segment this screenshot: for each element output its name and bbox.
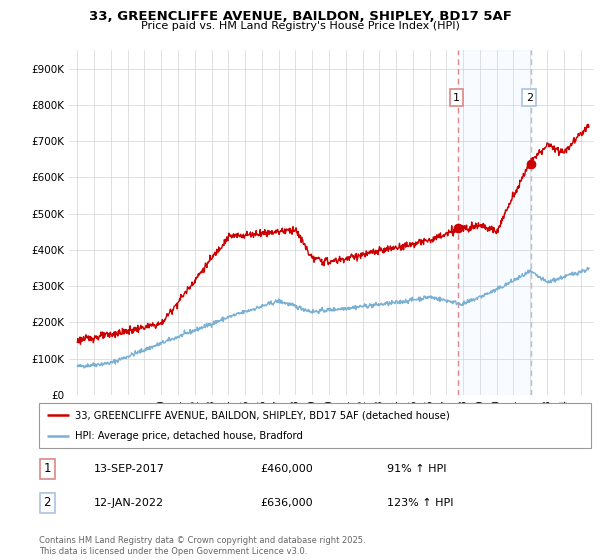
- Text: 33, GREENCLIFFE AVENUE, BAILDON, SHIPLEY, BD17 5AF (detached house): 33, GREENCLIFFE AVENUE, BAILDON, SHIPLEY…: [75, 410, 449, 421]
- Text: 12-JAN-2022: 12-JAN-2022: [94, 498, 164, 508]
- Text: £460,000: £460,000: [260, 464, 313, 474]
- Text: 2: 2: [526, 92, 533, 102]
- Text: 13-SEP-2017: 13-SEP-2017: [94, 464, 165, 474]
- Text: 1: 1: [453, 92, 460, 102]
- Text: 1: 1: [44, 462, 51, 475]
- Text: 91% ↑ HPI: 91% ↑ HPI: [387, 464, 446, 474]
- Text: 33, GREENCLIFFE AVENUE, BAILDON, SHIPLEY, BD17 5AF: 33, GREENCLIFFE AVENUE, BAILDON, SHIPLEY…: [89, 10, 511, 22]
- Text: Contains HM Land Registry data © Crown copyright and database right 2025.
This d: Contains HM Land Registry data © Crown c…: [39, 536, 365, 556]
- Text: 2: 2: [44, 496, 51, 509]
- Bar: [458, 50, 531, 395]
- Text: 123% ↑ HPI: 123% ↑ HPI: [387, 498, 453, 508]
- Text: Price paid vs. HM Land Registry's House Price Index (HPI): Price paid vs. HM Land Registry's House …: [140, 21, 460, 31]
- Text: HPI: Average price, detached house, Bradford: HPI: Average price, detached house, Brad…: [75, 431, 303, 441]
- Text: £636,000: £636,000: [260, 498, 313, 508]
